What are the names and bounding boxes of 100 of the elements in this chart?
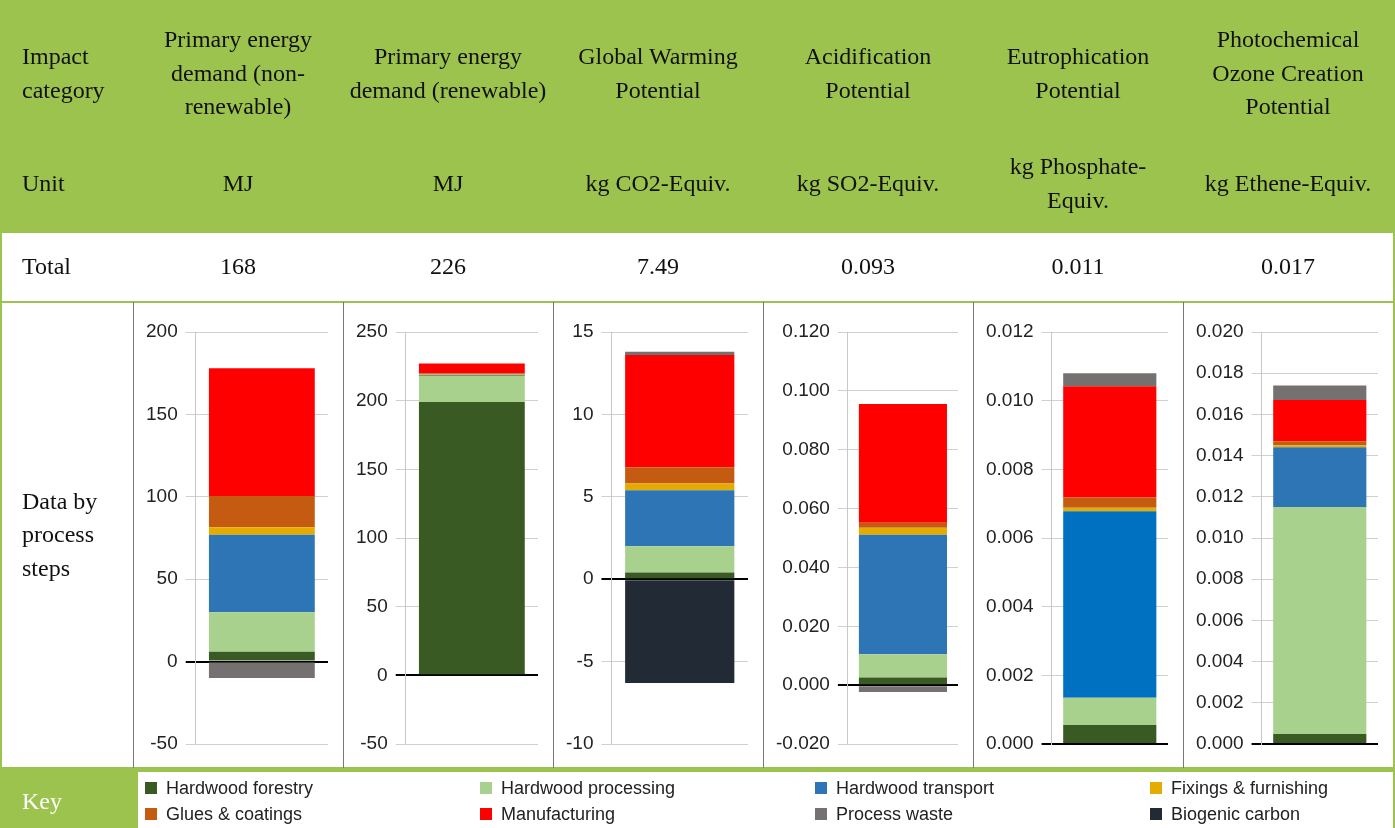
bar bbox=[858, 677, 947, 685]
bar bbox=[1062, 725, 1156, 743]
y-tick-label: 0.000 bbox=[985, 732, 1034, 754]
y-tick-label: 0.006 bbox=[1195, 608, 1244, 630]
y-tick-label: 200 bbox=[355, 388, 388, 410]
y-tick-label: 200 bbox=[145, 320, 178, 342]
chart-title: Global Warming Potential bbox=[577, 41, 739, 105]
y-tick-label: 100 bbox=[355, 526, 388, 548]
y-tick-label: 0.010 bbox=[985, 388, 1034, 410]
y-tick-label: 0.002 bbox=[985, 663, 1034, 685]
y-tick-label: 10 bbox=[571, 402, 593, 424]
bar bbox=[1062, 511, 1156, 698]
bar bbox=[1272, 507, 1366, 735]
text: Total bbox=[21, 252, 72, 282]
legend-label: Hardwood forestry bbox=[166, 777, 314, 799]
y-axis-title: MJ bbox=[221, 168, 255, 198]
y-axis-title: kg SO2-Equiv. bbox=[795, 168, 941, 198]
y-tick-label: -50 bbox=[359, 732, 388, 754]
bar bbox=[208, 612, 315, 652]
chart-title: Eutrophication Potential bbox=[1005, 41, 1151, 105]
y-tick-label: 250 bbox=[355, 320, 388, 342]
y-tick-label: -0.020 bbox=[775, 732, 830, 754]
y-tick-label: 0.004 bbox=[985, 594, 1034, 616]
y-tick-label: 0.000 bbox=[781, 673, 830, 695]
bar bbox=[1062, 497, 1156, 508]
chart-title: Photochemical Ozone Creation Potential bbox=[1211, 25, 1365, 122]
bar bbox=[1272, 447, 1366, 508]
text: 226 bbox=[429, 252, 467, 282]
y-tick-label: 0.120 bbox=[781, 320, 830, 342]
y-tick-label: 0 bbox=[582, 567, 593, 589]
y-axis-title: kg Ethene-Equiv. bbox=[1203, 168, 1373, 198]
y-tick-label: 15 bbox=[571, 320, 593, 342]
bar bbox=[858, 654, 947, 678]
bar bbox=[858, 534, 947, 655]
bar bbox=[208, 534, 315, 613]
y-axis-title: kg Phosphate-Equiv. bbox=[1008, 151, 1148, 215]
y-tick-label: 5 bbox=[582, 485, 593, 507]
y-tick-label: 0.014 bbox=[1195, 443, 1244, 465]
y-tick-label: 0.016 bbox=[1195, 402, 1244, 424]
legend-label: Hardwood processing bbox=[501, 777, 676, 799]
y-tick-label: 0.010 bbox=[1195, 526, 1244, 548]
bar bbox=[418, 363, 525, 374]
y-tick-label: 0.080 bbox=[781, 437, 830, 459]
legend-label: Manufacturing bbox=[501, 803, 616, 825]
bar bbox=[624, 546, 734, 573]
bar bbox=[418, 402, 525, 675]
text: 0.011 bbox=[1050, 252, 1106, 282]
chart-title: Primary energy demand (non-renewable) bbox=[162, 25, 314, 122]
text: Data by process steps bbox=[21, 486, 99, 583]
bar bbox=[858, 527, 947, 535]
text: 0.017 bbox=[1260, 252, 1316, 282]
y-tick-label: 0.060 bbox=[781, 496, 830, 518]
bar bbox=[208, 651, 315, 661]
y-tick-label: 150 bbox=[355, 457, 388, 479]
y-tick-label: 0.100 bbox=[781, 379, 830, 401]
y-tick-label: 0.008 bbox=[1195, 567, 1244, 589]
y-tick-label: 0.012 bbox=[1195, 485, 1244, 507]
y-tick-label: 50 bbox=[156, 567, 178, 589]
bar bbox=[624, 467, 734, 484]
bar bbox=[1272, 399, 1366, 442]
y-axis-title: kg CO2-Equiv. bbox=[584, 168, 732, 198]
legend-label: Hardwood transport bbox=[836, 777, 995, 799]
chart-title: Primary energy demand (renewable) bbox=[348, 41, 548, 105]
y-tick-label: 0 bbox=[376, 663, 388, 685]
text: Unit bbox=[21, 168, 66, 198]
legend-label: Biogenic carbon bbox=[1171, 803, 1301, 825]
bar bbox=[624, 351, 734, 356]
bar bbox=[1272, 734, 1366, 743]
bar bbox=[858, 404, 947, 523]
y-tick-label: -50 bbox=[149, 732, 178, 754]
bar bbox=[1062, 697, 1156, 726]
y-tick-label: -5 bbox=[576, 649, 593, 671]
text: 0.093 bbox=[840, 252, 896, 282]
y-tick-label: 0.000 bbox=[1195, 732, 1244, 754]
legend-label: Fixings & furnishing bbox=[1171, 777, 1329, 799]
bar bbox=[208, 368, 315, 496]
y-tick-label: 0.008 bbox=[985, 457, 1034, 479]
bar bbox=[1272, 385, 1366, 400]
bar bbox=[858, 522, 947, 528]
text: 7.49 bbox=[636, 252, 680, 282]
bar bbox=[858, 686, 947, 692]
y-tick-label: 150 bbox=[145, 402, 178, 424]
bar bbox=[418, 375, 525, 403]
y-tick-label: 0.020 bbox=[781, 614, 830, 636]
bar bbox=[624, 355, 734, 468]
bar bbox=[1272, 441, 1366, 446]
legend-label: Glues & coatings bbox=[166, 803, 303, 825]
bar bbox=[1062, 386, 1156, 498]
bar bbox=[208, 495, 315, 528]
y-tick-label: 0.004 bbox=[1195, 649, 1244, 671]
bar bbox=[624, 580, 734, 684]
bar bbox=[208, 527, 315, 535]
text: Impact category bbox=[21, 41, 106, 105]
y-tick-label: 0.012 bbox=[985, 320, 1034, 342]
y-tick-label: 0.040 bbox=[781, 555, 830, 577]
y-tick-label: 100 bbox=[145, 485, 178, 507]
bar bbox=[1272, 445, 1366, 448]
text: Key bbox=[21, 787, 63, 817]
y-tick-label: 0.018 bbox=[1195, 361, 1244, 383]
y-tick-label: 0.020 bbox=[1195, 320, 1244, 342]
